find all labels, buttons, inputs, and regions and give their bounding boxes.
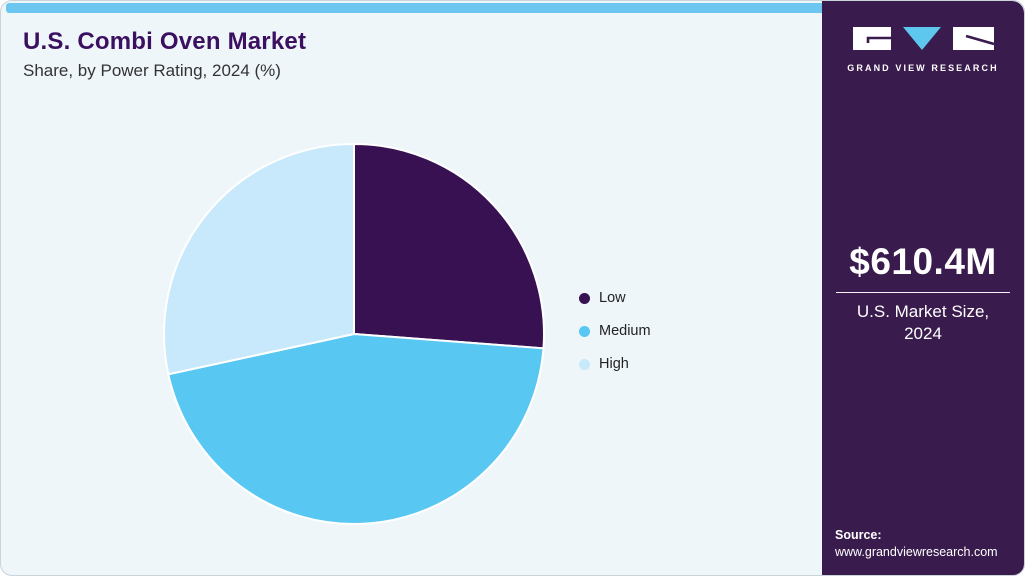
- page-subtitle: Share, by Power Rating, 2024 (%): [23, 61, 281, 80]
- top-accent-bar: [6, 3, 824, 13]
- source-label: Source:: [835, 528, 882, 542]
- source-url: www.grandviewresearch.com: [835, 545, 998, 559]
- market-size-label: U.S. Market Size, 2024: [856, 302, 990, 343]
- legend-marker-high: [579, 358, 590, 370]
- market-size-block: $610.4M U.S. Market Size, 2024: [822, 241, 1024, 345]
- legend-item-medium: Medium: [579, 321, 651, 341]
- market-size-value: $610.4M: [849, 241, 997, 282]
- legend-marker-low: [579, 292, 590, 304]
- pie-slice-medium: [167, 333, 545, 525]
- legend-label-high: High: [599, 356, 629, 372]
- pie-slice-low: [353, 143, 545, 350]
- brand-name: GRAND VIEW RESEARCH: [847, 63, 999, 73]
- brand-logo-block: GRAND VIEW RESEARCH: [822, 27, 1024, 73]
- market-size-divider: [836, 292, 1010, 293]
- pie-chart: [161, 141, 547, 527]
- legend-item-high: High: [579, 354, 651, 374]
- sidebar: GRAND VIEW RESEARCH $610.4M U.S. Market …: [822, 1, 1024, 575]
- legend-item-low: Low: [579, 288, 651, 308]
- page-title: U.S. Combi Oven Market: [23, 28, 307, 55]
- legend-label-low: Low: [599, 290, 626, 306]
- pie-chart-svg: [163, 143, 545, 525]
- source-block: Source: www.grandviewresearch.com: [835, 528, 998, 559]
- legend-marker-medium: [579, 325, 590, 337]
- gvr-logo-icon: [852, 27, 994, 50]
- pie-slice-high: [163, 143, 355, 376]
- legend-label-medium: Medium: [599, 323, 651, 339]
- legend: Low Medium High: [579, 288, 651, 374]
